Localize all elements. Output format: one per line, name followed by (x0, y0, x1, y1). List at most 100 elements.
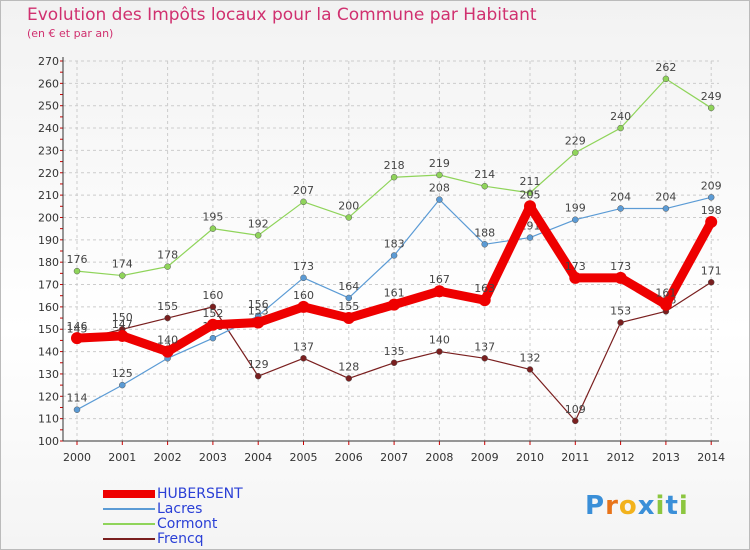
x-tick-label: 2006 (335, 451, 363, 464)
y-tick-label: 130 (38, 368, 59, 381)
data-point-frencq (617, 319, 624, 326)
y-tick-label: 170 (38, 279, 59, 292)
data-point-frencq (254, 372, 262, 380)
data-label-hubersent: 173 (610, 260, 631, 273)
data-label-hubersent: 155 (338, 300, 359, 313)
data-label-cormont: 218 (384, 159, 405, 172)
y-tick-label: 250 (38, 100, 59, 113)
y-tick-label: 190 (38, 234, 59, 247)
y-tick-label: 210 (38, 189, 59, 202)
data-label-cormont: 192 (248, 217, 269, 230)
data-point-frencq (707, 279, 715, 286)
data-point-lacres (436, 196, 443, 203)
x-tick-label: 2004 (244, 451, 272, 464)
data-label-cormont: 219 (429, 157, 450, 170)
data-label-frencq: 160 (202, 289, 223, 302)
data-point-cormont (662, 75, 670, 83)
data-label-cormont: 195 (202, 211, 223, 224)
data-point-lacres (345, 294, 353, 302)
data-label-lacres: 183 (384, 237, 405, 250)
data-label-hubersent: 198 (701, 204, 722, 217)
data-point-hubersent (705, 215, 718, 228)
data-label-frencq: 137 (474, 340, 495, 353)
data-point-cormont (707, 104, 715, 112)
data-point-frencq (481, 355, 488, 362)
x-tick-label: 2005 (290, 451, 318, 464)
data-label-lacres: 188 (474, 226, 495, 239)
data-label-lacres: 208 (429, 182, 450, 195)
data-point-cormont (209, 225, 217, 232)
legend-item-cormont: Cormont (103, 516, 218, 532)
data-label-cormont: 249 (701, 90, 722, 103)
legend-swatch-cormont (103, 523, 155, 525)
legend-swatch-lacres (103, 508, 155, 510)
data-point-hubersent (252, 316, 265, 329)
data-label-lacres: 114 (67, 392, 88, 405)
data-label-lacres: 125 (112, 367, 133, 380)
data-point-cormont (436, 171, 443, 179)
data-label-hubersent: 163 (474, 282, 495, 295)
data-point-lacres (572, 216, 579, 223)
data-point-lacres (73, 406, 81, 413)
y-tick-label: 200 (38, 211, 59, 224)
chart-title: Evolution des Impôts locaux pour la Comm… (27, 5, 537, 25)
data-label-cormont: 211 (520, 175, 541, 188)
legend-label-cormont: Cormont (157, 516, 218, 532)
data-label-hubersent: 205 (520, 188, 541, 201)
data-point-hubersent (297, 300, 310, 313)
data-point-cormont (119, 272, 126, 279)
y-tick-label: 100 (38, 435, 59, 448)
data-label-frencq: 137 (293, 340, 314, 353)
data-point-frencq (526, 366, 534, 373)
x-tick-label: 2000 (63, 451, 91, 464)
data-label-hubersent: 152 (202, 307, 223, 320)
x-tick-label: 2010 (516, 451, 544, 464)
data-point-hubersent (433, 285, 446, 298)
data-label-lacres: 204 (610, 191, 631, 204)
x-tick-label: 2011 (561, 451, 589, 464)
legend-swatch-hubersent (103, 490, 155, 498)
data-point-hubersent (71, 332, 83, 345)
data-point-hubersent (116, 329, 129, 342)
data-point-cormont (164, 263, 171, 270)
data-label-cormont: 174 (112, 258, 133, 271)
data-label-lacres: 199 (565, 202, 586, 215)
x-tick-label: 2002 (154, 451, 182, 464)
data-point-lacres (300, 274, 307, 282)
data-point-frencq (390, 359, 398, 367)
data-point-frencq (209, 303, 217, 311)
data-label-frencq: 135 (384, 345, 405, 358)
y-tick-label: 180 (38, 256, 59, 269)
data-label-hubersent: 153 (248, 305, 269, 318)
data-point-frencq (436, 348, 443, 355)
data-label-frencq: 171 (701, 264, 722, 277)
chart-subtitle: (en € et par an) (27, 27, 114, 40)
data-label-frencq: 150 (112, 311, 133, 324)
data-point-cormont (300, 198, 307, 206)
data-label-frencq: 129 (248, 358, 269, 371)
data-point-hubersent (659, 298, 672, 311)
data-point-hubersent (524, 200, 536, 213)
data-point-lacres (617, 205, 624, 212)
y-tick-label: 230 (38, 144, 59, 157)
y-tick-label: 120 (38, 390, 59, 403)
data-point-frencq (300, 355, 307, 362)
logo-letter: r (605, 491, 619, 521)
data-label-cormont: 178 (157, 249, 178, 262)
data-point-cormont (390, 173, 398, 181)
data-label-cormont: 229 (565, 135, 586, 148)
data-point-frencq (345, 375, 353, 382)
data-label-hubersent: 146 (67, 320, 88, 333)
x-tick-label: 2012 (607, 451, 635, 464)
data-point-lacres (209, 334, 217, 342)
logo-letter: i (655, 491, 666, 521)
data-point-frencq (572, 417, 579, 425)
x-tick-label: 2013 (652, 451, 680, 464)
logo-letter: i (678, 491, 689, 521)
data-label-frencq: 132 (520, 351, 541, 364)
data-point-hubersent (161, 345, 174, 358)
data-label-cormont: 214 (474, 168, 495, 181)
data-label-cormont: 207 (293, 184, 314, 197)
data-point-hubersent (569, 271, 582, 284)
legend-label-lacres: Lacres (157, 501, 203, 517)
